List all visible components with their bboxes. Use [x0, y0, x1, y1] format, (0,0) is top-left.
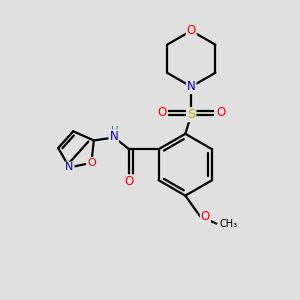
- Text: H: H: [110, 126, 118, 136]
- Text: O: O: [216, 106, 225, 119]
- Text: CH₃: CH₃: [219, 219, 237, 229]
- Text: S: S: [187, 108, 195, 121]
- Text: O: O: [187, 24, 196, 37]
- Text: O: O: [157, 106, 167, 119]
- Text: N: N: [187, 80, 196, 93]
- Text: N: N: [65, 163, 74, 172]
- Text: N: N: [110, 130, 118, 143]
- Text: O: O: [201, 210, 210, 223]
- Text: O: O: [124, 175, 134, 188]
- Text: O: O: [87, 158, 96, 168]
